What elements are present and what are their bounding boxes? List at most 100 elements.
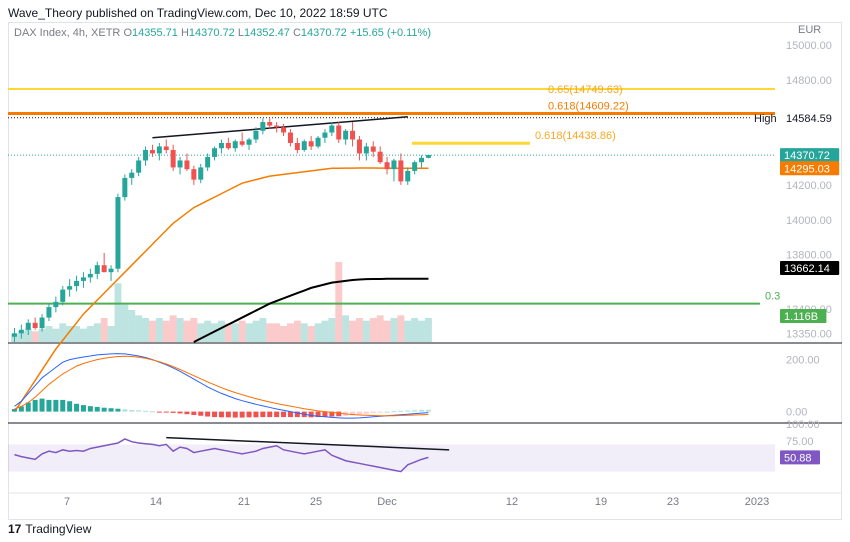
volume-bar	[238, 320, 246, 342]
candle	[94, 261, 100, 280]
candle-body	[370, 146, 376, 152]
candle-body	[156, 146, 162, 154]
candle	[398, 153, 404, 185]
x-tick-label: 23	[667, 496, 679, 508]
volume-bar	[376, 315, 384, 342]
candle	[115, 193, 121, 273]
macd-histogram-bar	[74, 403, 80, 412]
candle-body	[170, 149, 176, 168]
candle-body	[80, 277, 86, 281]
volume-bar	[287, 323, 294, 342]
candle	[384, 156, 390, 175]
candle	[281, 123, 287, 137]
volume-bar	[390, 318, 398, 342]
candle-body	[67, 286, 73, 290]
candle-body	[377, 151, 383, 163]
macd-histogram-bar	[377, 411, 383, 413]
candle	[370, 141, 376, 157]
tradingview-logo-icon[interactable]: 17	[8, 522, 22, 536]
macd-histogram-bar	[246, 411, 252, 418]
volume-bar	[356, 318, 363, 342]
candle	[149, 144, 155, 157]
candle-body	[25, 322, 31, 330]
candle	[274, 122, 280, 133]
signal-line	[14, 355, 429, 417]
macd-histogram-bar	[46, 399, 52, 412]
candle-body	[143, 149, 149, 161]
candle-body	[336, 125, 342, 140]
candle-body	[343, 130, 349, 140]
candle	[18, 324, 24, 339]
candle-body	[274, 125, 280, 128]
volume-bar	[425, 318, 432, 342]
volume-bar	[114, 283, 122, 342]
macd-histogram-bar	[398, 410, 404, 412]
candle	[356, 136, 362, 161]
price-tick-label: 13350.00	[786, 328, 832, 340]
volume-bar	[93, 323, 101, 342]
candle-body	[301, 141, 307, 150]
volume-bar	[280, 326, 287, 342]
macd-histogram-bar	[425, 409, 431, 412]
candle-body	[129, 172, 135, 178]
macd-histogram-bar	[170, 411, 176, 413]
x-tick-label: 14	[150, 496, 162, 508]
rsi-divergence-line	[166, 436, 450, 451]
macd-histogram-bar	[94, 406, 100, 412]
volume-bar	[252, 320, 260, 342]
rsi-tick-label: 100.00	[786, 419, 820, 431]
candle	[239, 132, 245, 147]
macd-histogram-bar	[370, 411, 376, 413]
symbol-name[interactable]: DAX Index, 4h, XETR	[14, 27, 121, 39]
macd-histogram-bar	[11, 409, 17, 412]
volume-bar	[245, 323, 253, 342]
macd-histogram-bar	[108, 408, 114, 412]
candle-body	[356, 139, 362, 154]
rsi-line	[14, 438, 429, 473]
macd-histogram-bar	[163, 411, 169, 413]
open-value: 14355.71	[132, 27, 178, 39]
candle-body	[267, 122, 273, 126]
candle	[405, 167, 411, 185]
candle	[143, 146, 149, 166]
x-tick-label: 21	[238, 496, 250, 508]
candle	[136, 156, 142, 177]
macd-histogram-bar	[205, 411, 211, 417]
candle-body	[253, 130, 259, 140]
candle	[336, 122, 342, 143]
fib-level-label: 0.65(14749.63)	[548, 84, 623, 96]
volume-bar	[342, 315, 350, 342]
candle-body	[294, 142, 300, 150]
volume-bar	[411, 318, 419, 342]
x-tick-label: 25	[310, 496, 322, 508]
macd-histogram-bar	[129, 410, 135, 412]
candle-body	[115, 197, 121, 269]
candle-body	[136, 160, 142, 173]
macd-histogram-bar	[274, 411, 280, 418]
candle	[232, 139, 238, 152]
currency-label: EUR	[798, 24, 821, 36]
candle	[39, 314, 45, 332]
volume-badge: 1.116B	[784, 311, 818, 323]
ema-line	[13, 167, 429, 413]
macd-histogram-bar	[32, 399, 38, 412]
candle	[343, 129, 349, 145]
trendline	[152, 116, 408, 139]
macd-histogram-bar	[218, 411, 224, 418]
macd-histogram-bar	[191, 411, 197, 415]
candle	[60, 286, 66, 306]
volume-bar	[86, 326, 94, 342]
price-tick-label: 14000.00	[786, 215, 832, 227]
candle-body	[308, 141, 314, 147]
macd-histogram-bar	[412, 410, 418, 412]
candle-body	[11, 333, 17, 337]
tradingview-logo-text[interactable]: TradingView	[25, 522, 92, 536]
candle-body	[329, 125, 335, 133]
symbol-legend: DAX Index, 4h, XETR O14355.71 H14370.72 …	[14, 27, 431, 39]
macd-histogram-bar	[329, 411, 335, 417]
volume-bar	[128, 310, 136, 342]
candle-body	[122, 177, 128, 198]
rsi-band	[8, 444, 775, 472]
candle	[322, 129, 328, 143]
